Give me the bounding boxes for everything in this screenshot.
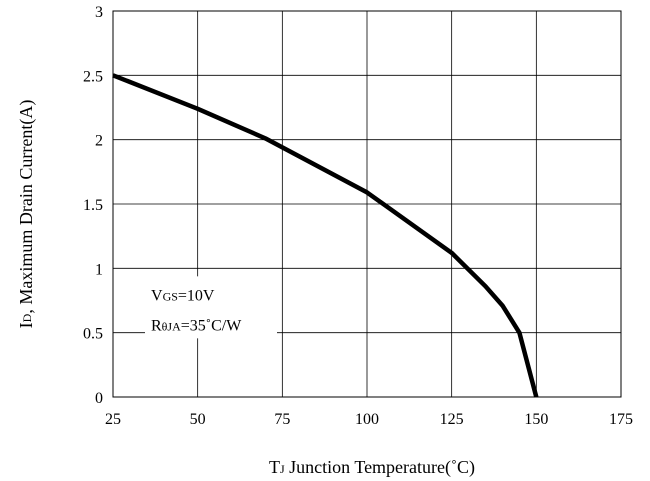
annotation-box (145, 276, 277, 339)
x-tick-label: 150 (524, 411, 548, 428)
annotation-text: VGS=10V (151, 287, 215, 304)
y-axis-title: ID, Maximum Drain Current(A) (16, 100, 37, 329)
x-tick-label: 75 (274, 411, 290, 428)
y-tick-label: 2.5 (83, 68, 103, 85)
x-axis-title: TJ Junction Temperature(˚C) (269, 457, 475, 478)
series-layer (112, 73, 539, 398)
y-tick-label: 3 (95, 4, 103, 21)
grid (113, 11, 621, 397)
y-tick-label: 1.5 (83, 197, 103, 214)
y-tick-label: 1 (95, 261, 103, 278)
y-tick-label: 0 (95, 390, 103, 407)
series-line (112, 73, 539, 398)
y-tick-label: 2 (95, 133, 103, 150)
x-tick-label: 25 (105, 411, 121, 428)
y-tick-labels: 0 0.5 1 1.5 2 2.5 3 (83, 4, 103, 407)
plot-frame (112, 10, 622, 398)
x-tick-label: 175 (609, 411, 633, 428)
annotations: VGS=10V RθJA=35˚C/W (151, 287, 242, 334)
x-tick-label: 125 (440, 411, 464, 428)
x-tick-labels: 25 50 75 100 125 150 175 (105, 411, 633, 428)
x-tick-label: 50 (190, 411, 206, 428)
annotation-text: RθJA=35˚C/W (151, 317, 242, 334)
y-tick-label: 0.5 (83, 326, 103, 343)
x-tick-label: 100 (355, 411, 379, 428)
